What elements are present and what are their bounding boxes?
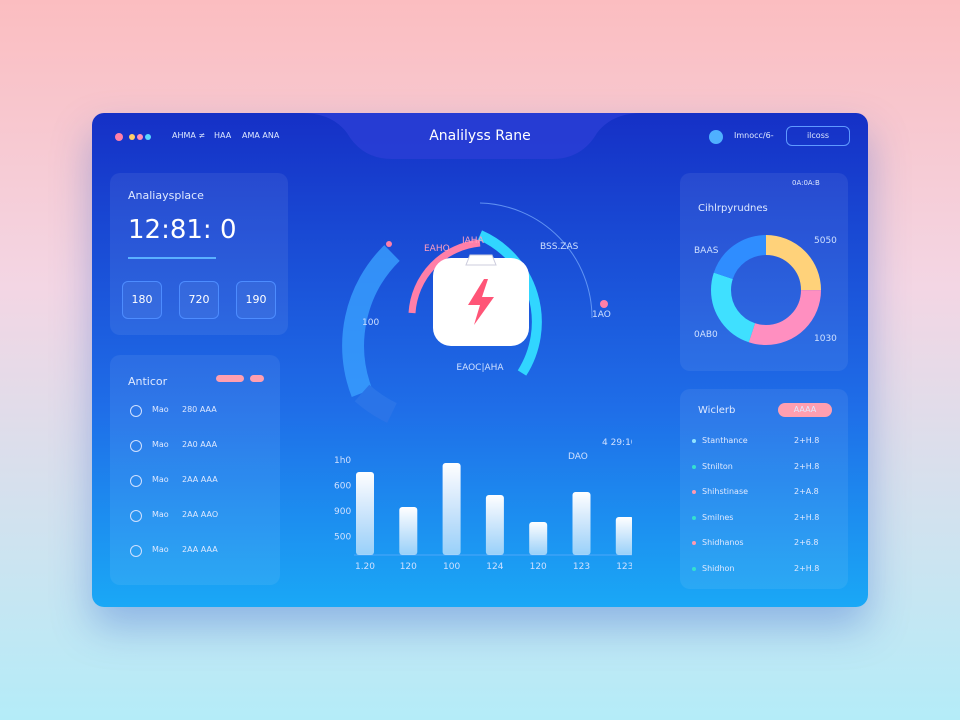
- clock-card: Analiaysplace 12:81: 0 180 720 190: [110, 173, 288, 335]
- row-value: 280 AAA: [182, 405, 217, 414]
- item-dot: [692, 566, 696, 571]
- row-icon: [130, 440, 142, 452]
- item-dot: [692, 515, 696, 520]
- bar: [615, 517, 632, 555]
- bar: [442, 463, 461, 555]
- badge[interactable]: AAAA: [778, 403, 832, 417]
- gauge-label: EAHO: [424, 244, 450, 254]
- donut-label: BAAS: [694, 246, 719, 256]
- donut-segment: [711, 235, 821, 345]
- x-label: 124: [486, 562, 503, 572]
- title: Analilyss Rane: [429, 128, 531, 144]
- nav-item[interactable]: AMA ANA: [242, 131, 280, 140]
- row-label: Mao: [152, 510, 169, 519]
- x-label: 123: [573, 562, 590, 572]
- item-name: Stanthance: [702, 436, 748, 445]
- stat-box: 190: [236, 281, 276, 319]
- item-name: Shidhanos: [702, 538, 744, 547]
- gauge-label: DAO: [568, 452, 588, 462]
- item-dot: [692, 439, 696, 443]
- item-name: Smilnes: [702, 512, 734, 522]
- x-label: 100: [443, 562, 460, 572]
- card-title: Anticor: [128, 375, 168, 388]
- donut-card: Cihlrpyrudnes 0A:0A:B 5050 1030 0AB0 BAAS: [680, 173, 848, 371]
- donut-label: 5050: [814, 236, 837, 246]
- donut-segment: [711, 235, 821, 345]
- pill: [216, 375, 244, 382]
- row-label: Mao: [152, 405, 169, 414]
- gauge-caption: EAOC|AHA: [456, 363, 504, 373]
- item-name: Shihstinase: [702, 487, 749, 496]
- gauge-label: IAHA: [462, 236, 485, 246]
- donut-chart: 5050 1030 0AB0 BAAS: [694, 235, 837, 345]
- card-title: Analiaysplace: [128, 189, 204, 202]
- item-value: 2+H.8: [794, 461, 820, 471]
- row-value: 2AA AAA: [182, 545, 218, 554]
- row-icon: [130, 545, 142, 557]
- item-dot: [692, 490, 696, 494]
- donut-label: 1030: [814, 334, 837, 344]
- donut-segment: [711, 235, 821, 345]
- row-label: Mao: [152, 475, 169, 484]
- list-card: Wiclerb AAAA Stanthance 2+H.8 Stnilton 2+H.…: [680, 389, 848, 589]
- header-button[interactable]: ilcoss: [786, 126, 850, 146]
- row-value: 2A0 AAA: [182, 440, 218, 449]
- clock: 12:81: 0: [128, 215, 237, 245]
- bar: [529, 522, 548, 555]
- x-label: 120: [530, 562, 547, 572]
- item-value: 2+6.8: [794, 538, 819, 547]
- item-value: 2+H.8: [794, 563, 820, 573]
- row-icon: [130, 405, 142, 417]
- row-label: Mao: [152, 440, 169, 449]
- x-label: 1.20: [355, 562, 375, 572]
- bar: [356, 472, 374, 555]
- gauge-and-chart: EAHO IAHA BSS.ZAS 1AO 100 DAO EAOC|AHA 4 29:10 1…: [334, 202, 632, 572]
- item-value: 2+A.8: [794, 487, 819, 496]
- gauge-label: BSS.ZAS: [540, 242, 579, 252]
- bar: [572, 492, 591, 555]
- item-value: 2+H.8: [794, 436, 820, 445]
- item-dot: [692, 541, 696, 545]
- x-label: 123: [616, 562, 632, 572]
- row-value: 2AA AAA: [182, 475, 218, 484]
- item-name: Shidhon: [702, 563, 735, 573]
- nav-item[interactable]: AHMA ≠: [172, 131, 206, 140]
- card-title: Wiclerb: [698, 405, 736, 416]
- y-label: 900: [334, 507, 351, 517]
- row-value: 2AA AAO: [182, 510, 219, 519]
- y-label: 500: [334, 533, 351, 543]
- row-label: Mao: [152, 545, 169, 554]
- item-value: 2+H.8: [794, 512, 820, 522]
- x-label: 120: [400, 562, 417, 572]
- dashboard: AHMA ≠ HAA AMA ANA Analilyss Rane Imnocc…: [92, 113, 868, 607]
- nav-item[interactable]: HAA: [214, 131, 232, 140]
- y-label: 1h0: [334, 456, 351, 466]
- bar: [485, 495, 504, 555]
- panel-art: [115, 113, 723, 159]
- item-dot: [692, 464, 696, 469]
- row-icon: [130, 510, 142, 522]
- stat-box: 720: [179, 281, 219, 319]
- donut-label: 0AB0: [694, 330, 718, 340]
- item-name: Stnilton: [702, 461, 733, 471]
- pill: [250, 375, 264, 382]
- activity-card: Anticor Mao 280 AAA Mao 2A0 AAA Mao 2AA AAA Ma…: [110, 355, 280, 585]
- row-icon: [130, 475, 142, 487]
- stat-box: 180: [122, 281, 162, 319]
- user-name[interactable]: Imnocc/6-: [734, 131, 774, 140]
- bar: [399, 507, 418, 555]
- card-label: 0A:0A:B: [792, 179, 820, 187]
- chart-label: 4 29:10: [602, 438, 632, 448]
- card-title: Cihlrpyrudnes: [698, 203, 768, 214]
- gauge-label: 100: [362, 318, 379, 328]
- divider: [128, 257, 216, 259]
- y-label: 600: [334, 482, 351, 492]
- gauge-label: 1AO: [592, 310, 611, 320]
